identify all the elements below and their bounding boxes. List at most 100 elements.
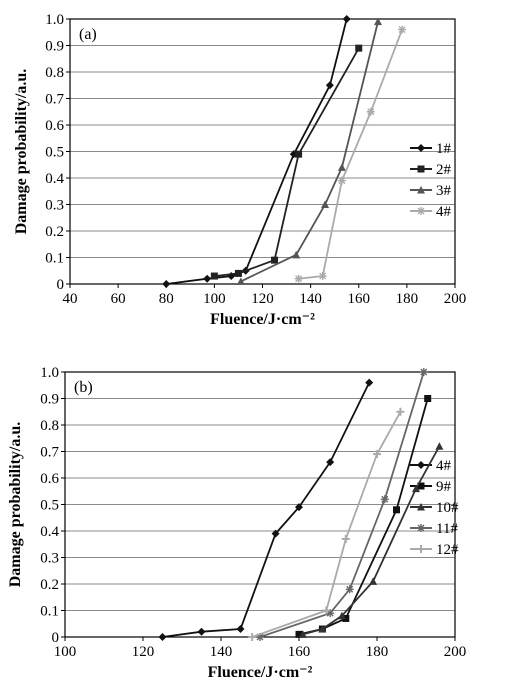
series-9# xyxy=(296,395,432,638)
x-tick-label: 100 xyxy=(54,644,77,660)
y-tick-label: 0.2 xyxy=(45,224,64,240)
y-tick-label: 0.1 xyxy=(45,251,64,267)
data-point xyxy=(342,535,350,543)
y-tick-label: 0.6 xyxy=(45,118,64,134)
y-tick-label: 0.9 xyxy=(45,39,64,55)
chart-panel-1: 00.10.20.30.40.50.60.70.80.91.040 60 80 100… xyxy=(13,12,466,328)
series-line xyxy=(299,399,428,635)
data-point xyxy=(295,275,303,283)
data-point xyxy=(355,45,362,52)
series-line xyxy=(252,412,400,637)
data-point xyxy=(211,273,218,280)
legend-entry: 3# xyxy=(410,183,452,199)
data-point xyxy=(271,257,278,264)
data-point xyxy=(162,280,170,288)
data-point xyxy=(159,633,167,641)
legend-label: 9# xyxy=(436,479,452,495)
data-point xyxy=(367,108,375,116)
data-point xyxy=(396,408,404,416)
series-12# xyxy=(248,408,404,641)
data-point xyxy=(369,577,377,585)
legend-entry: 10# xyxy=(410,500,459,516)
data-point xyxy=(435,442,443,450)
legend-marker xyxy=(417,461,425,469)
legend-entry: 1# xyxy=(410,141,452,157)
legend-entry: 4# xyxy=(410,204,452,220)
y-tick-label: 0.7 xyxy=(45,92,64,108)
data-point xyxy=(424,395,431,402)
panel-label: (a) xyxy=(79,26,97,43)
x-tick-label: 80 xyxy=(159,291,174,307)
x-tick-label: 40 xyxy=(63,291,78,307)
data-point xyxy=(398,26,406,34)
legend-label: 10# xyxy=(436,500,459,516)
series-line xyxy=(163,383,370,637)
data-point xyxy=(198,628,206,636)
chart-panel-2: 00.10.20.30.40.50.60.70.80.91.0100 120 140… xyxy=(7,365,466,681)
legend-label: 4# xyxy=(436,458,452,474)
x-tick-label: 140 xyxy=(210,644,233,660)
data-point xyxy=(237,625,245,633)
legend-marker xyxy=(417,207,425,215)
panel-label: (b) xyxy=(74,379,93,396)
y-tick-label: 0.8 xyxy=(40,418,59,434)
legend-label: 1# xyxy=(436,141,452,157)
legend-label: 11# xyxy=(436,521,458,537)
x-tick-label: 160 xyxy=(348,291,371,307)
y-tick-label: 0.1 xyxy=(40,604,59,620)
data-point xyxy=(235,270,242,277)
legend-label: 12# xyxy=(436,542,459,558)
y-tick-label: 0.3 xyxy=(40,551,59,567)
x-tick-label: 180 xyxy=(366,644,389,660)
data-point xyxy=(248,633,256,641)
data-point xyxy=(237,277,245,285)
y-tick-label: 1.0 xyxy=(40,365,59,381)
legend-entry: 12# xyxy=(410,542,459,558)
y-tick-label: 0.9 xyxy=(40,392,59,408)
data-point xyxy=(343,15,351,23)
data-point xyxy=(346,585,354,593)
legend-marker xyxy=(417,524,425,532)
x-tick-label: 140 xyxy=(299,291,322,307)
legend-entry: 2# xyxy=(410,162,452,178)
x-tick-label: 180 xyxy=(396,291,419,307)
data-point xyxy=(381,495,389,503)
data-point xyxy=(326,81,334,89)
x-tick-label: 100 xyxy=(203,291,226,307)
x-tick-label: 60 xyxy=(111,291,126,307)
data-point xyxy=(203,275,211,283)
series-line xyxy=(299,30,403,279)
y-tick-label: 0.3 xyxy=(45,198,64,214)
data-point xyxy=(292,251,300,259)
y-tick-label: 0.4 xyxy=(40,524,59,540)
y-tick-label: 0.5 xyxy=(45,145,64,161)
legend-marker xyxy=(417,545,425,553)
x-tick-label: 200 xyxy=(444,291,467,307)
data-point xyxy=(420,368,428,376)
legend-label: 2# xyxy=(436,162,452,178)
data-point xyxy=(338,177,346,185)
series-4# xyxy=(159,379,374,641)
series-line xyxy=(303,446,440,634)
y-tick-label: 0.6 xyxy=(40,471,59,487)
x-tick-label: 120 xyxy=(251,291,274,307)
y-tick-label: 0.2 xyxy=(40,577,59,593)
data-point xyxy=(365,379,373,387)
legend-marker xyxy=(418,166,425,173)
y-tick-label: 1.0 xyxy=(45,12,64,28)
x-axis-title: Fluence/J·cm⁻² xyxy=(210,311,315,328)
y-tick-label: 0.5 xyxy=(40,498,59,514)
x-tick-label: 120 xyxy=(132,644,155,660)
data-point xyxy=(319,272,327,280)
x-tick-label: 160 xyxy=(288,644,311,660)
y-tick-label: 0.7 xyxy=(40,445,59,461)
x-tick-label: 200 xyxy=(444,644,467,660)
data-point xyxy=(295,151,302,158)
y-tick-label: 0.8 xyxy=(45,65,64,81)
data-point xyxy=(338,163,346,171)
legend-label: 4# xyxy=(436,204,452,220)
x-axis-title: Fluence/J·cm⁻² xyxy=(208,664,313,681)
legend-entry: 11# xyxy=(410,521,458,537)
legend-marker xyxy=(417,144,425,152)
